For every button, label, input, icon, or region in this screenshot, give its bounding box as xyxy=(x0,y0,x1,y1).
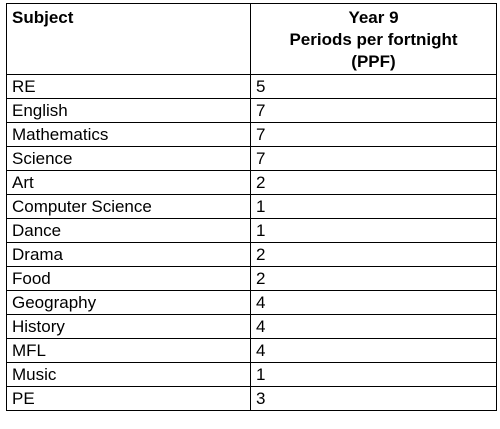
subject-cell: History xyxy=(6,314,251,339)
table-row: Food 2 xyxy=(6,266,497,291)
table-row: Dance 1 xyxy=(6,218,497,243)
ppf-cell: 5 xyxy=(250,74,497,99)
ppf-column-header: Year 9 Periods per fortnight (PPF) xyxy=(250,3,497,75)
ppf-table: Subject Year 9 Periods per fortnight (PP… xyxy=(6,3,497,411)
ppf-cell: 4 xyxy=(250,290,497,315)
table-row: Mathematics 7 xyxy=(6,122,497,147)
subject-cell: Geography xyxy=(6,290,251,315)
table-header: Subject Year 9 Periods per fortnight (PP… xyxy=(6,3,497,75)
subject-cell: Dance xyxy=(6,218,251,243)
subject-cell: PE xyxy=(6,386,251,411)
table-row: Science 7 xyxy=(6,146,497,171)
table-row: MFL 4 xyxy=(6,338,497,363)
ppf-cell: 2 xyxy=(250,242,497,267)
ppf-cell: 7 xyxy=(250,122,497,147)
subject-cell: Art xyxy=(6,170,251,195)
table-row: Music 1 xyxy=(6,362,497,387)
ppf-cell: 4 xyxy=(250,314,497,339)
subject-column-header: Subject xyxy=(6,3,251,75)
header-row: Subject Year 9 Periods per fortnight (PP… xyxy=(6,3,497,75)
subject-cell: Mathematics xyxy=(6,122,251,147)
table-row: RE 5 xyxy=(6,74,497,99)
subject-cell: Drama xyxy=(6,242,251,267)
ppf-cell: 3 xyxy=(250,386,497,411)
subject-cell: English xyxy=(6,98,251,123)
subject-cell: RE xyxy=(6,74,251,99)
table-row: Geography 4 xyxy=(6,290,497,315)
subject-cell: Computer Science xyxy=(6,194,251,219)
ppf-header-line-2: Periods per fortnight xyxy=(289,30,458,49)
ppf-cell: 2 xyxy=(250,170,497,195)
ppf-cell: 1 xyxy=(250,194,497,219)
table-row: PE 3 xyxy=(6,386,497,411)
ppf-header-line-3: (PPF) xyxy=(351,52,396,71)
ppf-cell: 1 xyxy=(250,218,497,243)
subject-cell: MFL xyxy=(6,338,251,363)
table-row: Art 2 xyxy=(6,170,497,195)
ppf-cell: 7 xyxy=(250,146,497,171)
ppf-cell: 2 xyxy=(250,266,497,291)
table-row: Drama 2 xyxy=(6,242,497,267)
subject-cell: Food xyxy=(6,266,251,291)
table-body: RE 5 English 7 Mathematics 7 Science 7 A… xyxy=(6,74,497,411)
ppf-cell: 4 xyxy=(250,338,497,363)
table-row: English 7 xyxy=(6,98,497,123)
ppf-cell: 7 xyxy=(250,98,497,123)
table-row: Computer Science 1 xyxy=(6,194,497,219)
ppf-header-line-1: Year 9 xyxy=(348,8,399,27)
ppf-cell: 1 xyxy=(250,362,497,387)
table-row: History 4 xyxy=(6,314,497,339)
subject-cell: Music xyxy=(6,362,251,387)
subject-cell: Science xyxy=(6,146,251,171)
